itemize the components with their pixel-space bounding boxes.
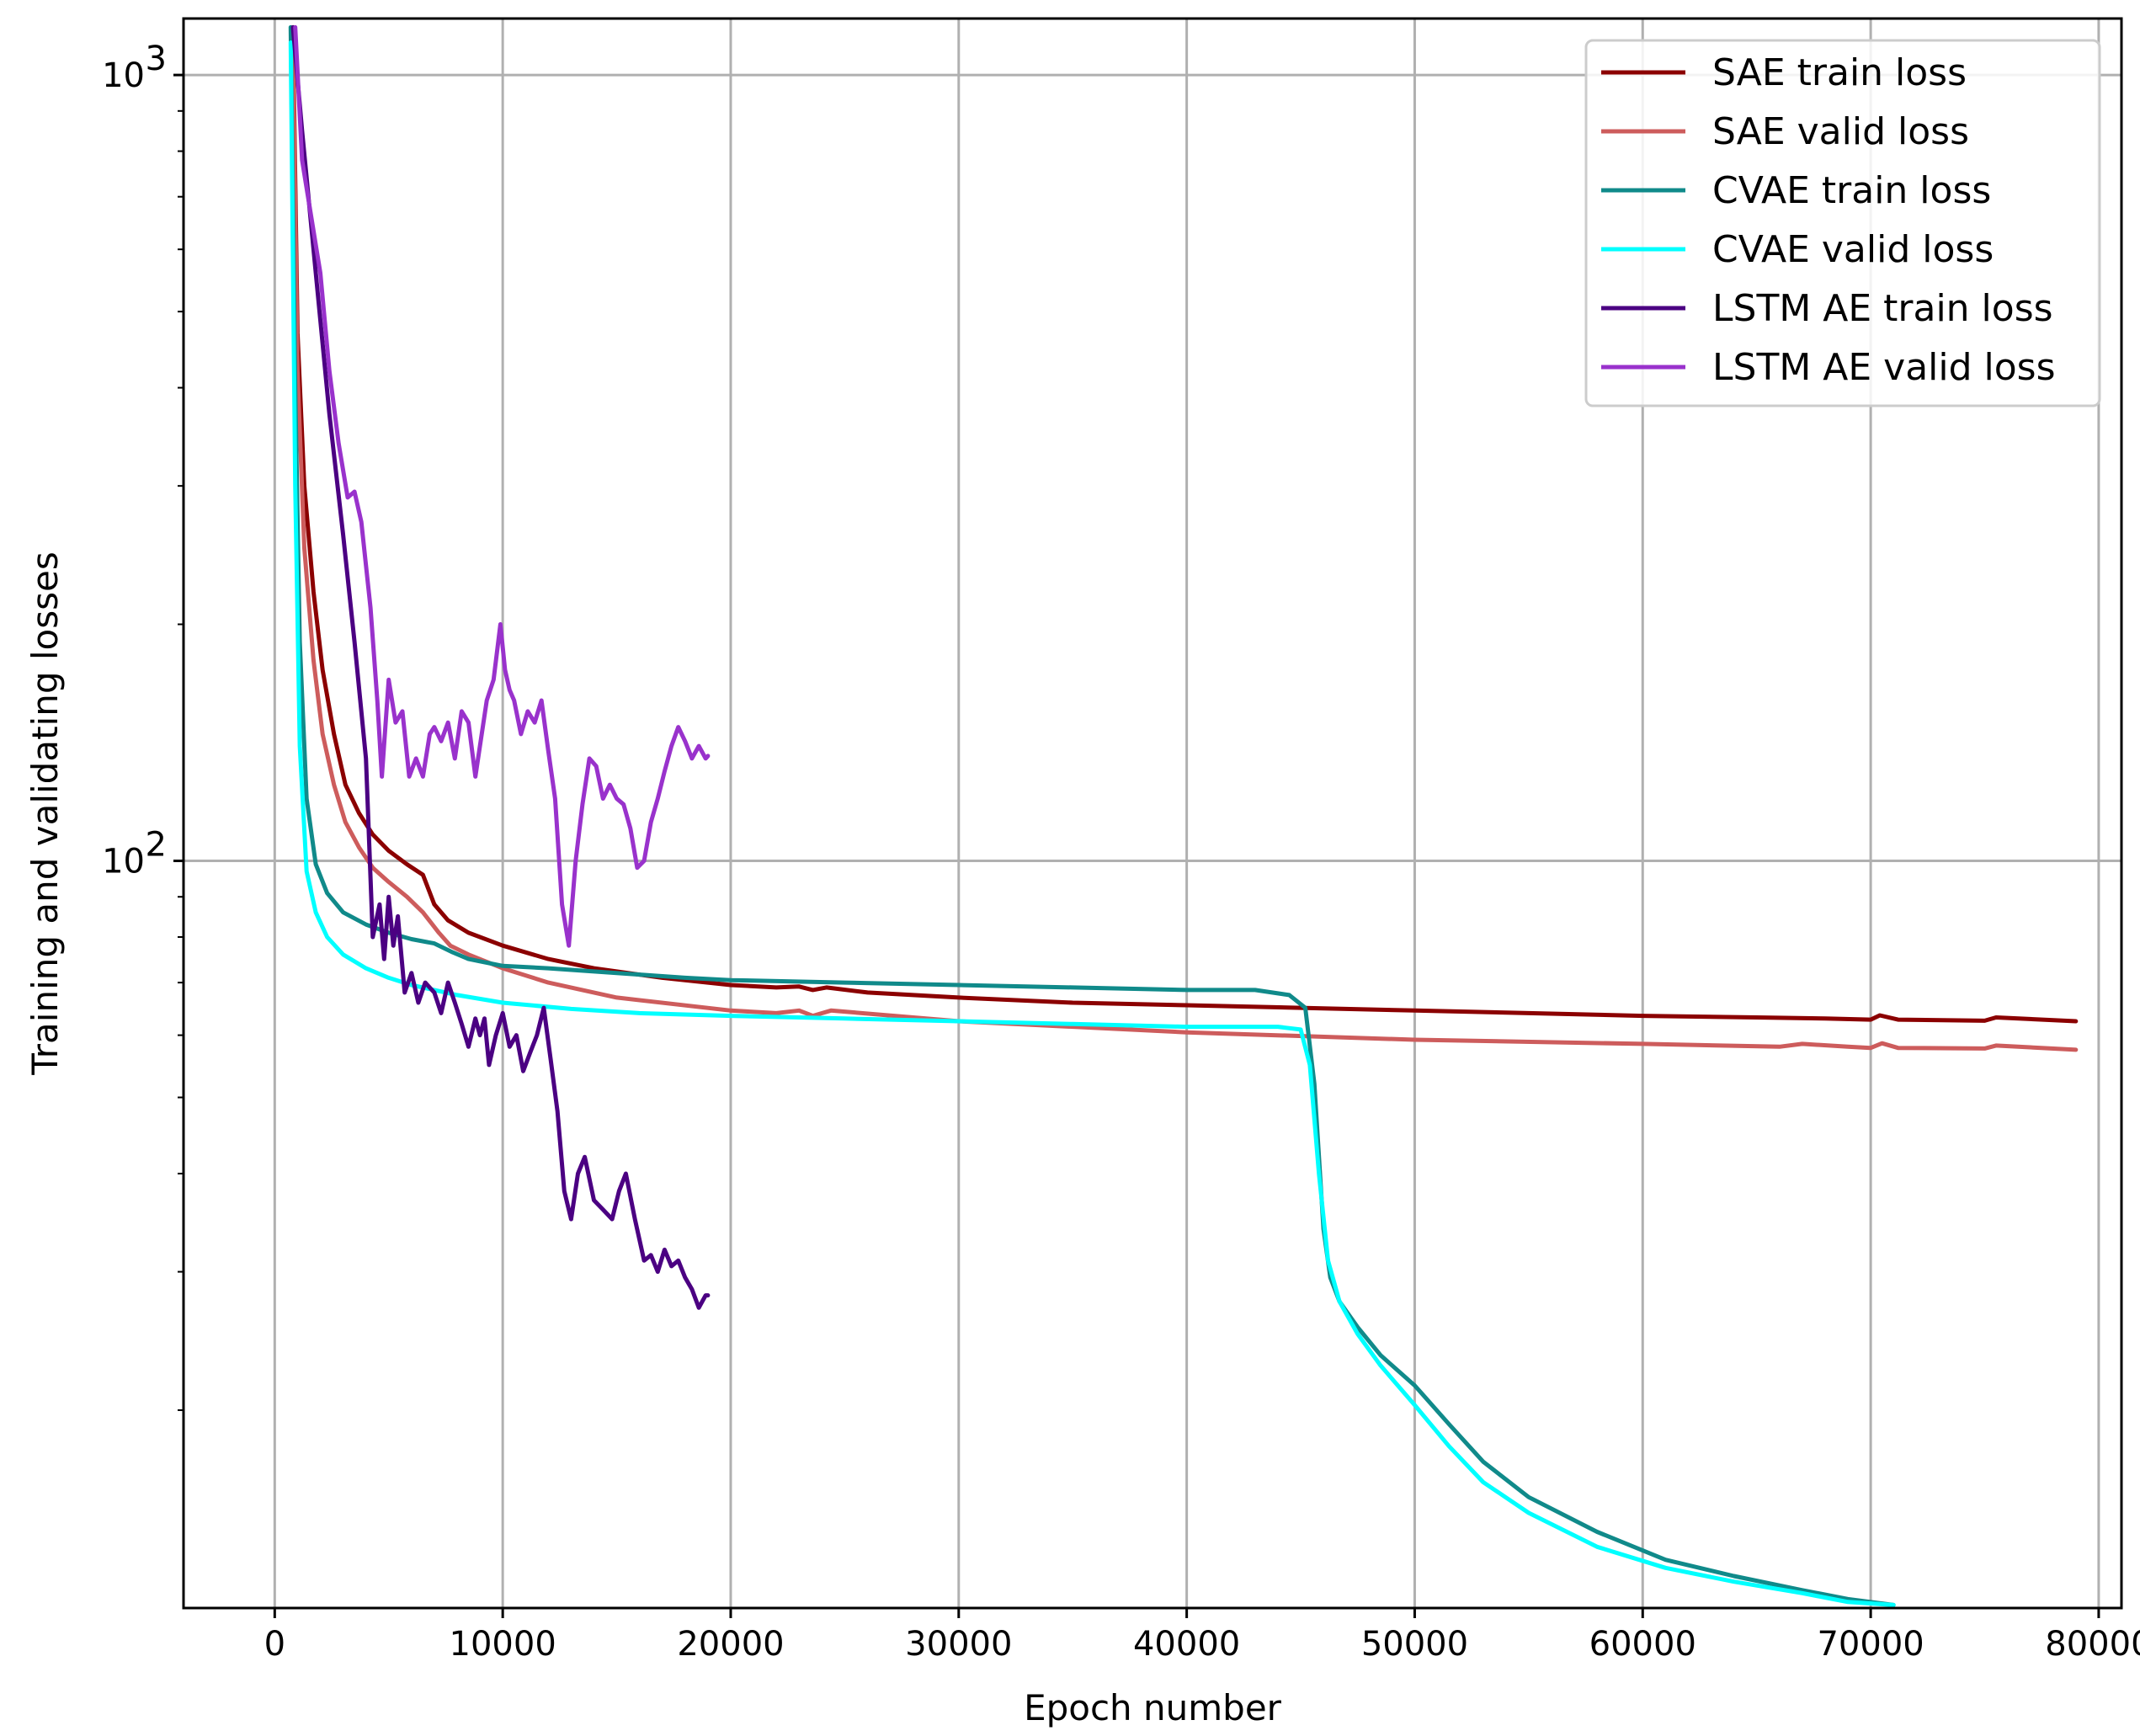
y-tick-label: 10 [102,56,145,95]
legend-label: SAE train loss [1712,51,1967,94]
series-line-lstm-ae-valid-loss [293,24,711,948]
y-tick-exponent: 3 [146,40,167,78]
x-tick-label: 80000 [2045,1625,2140,1664]
x-tick-label: 50000 [1361,1625,1468,1664]
y-tick-label: 10 [102,843,145,881]
series-line-cvae-valid-loss [288,40,1896,1607]
legend-box [1584,39,2101,407]
series-line-cvae-train-loss [288,24,1896,1607]
axis-ticks: 0 10000 20000 30000 40000 50000 60000 70000 8000… [102,40,2140,1664]
legend-label: LSTM AE valid loss [1712,346,2056,389]
x-axis-label: Epoch number [1024,1687,1282,1728]
plot-frame [182,17,2123,1610]
series-line-lstm-ae-train-loss [290,24,711,1310]
series-line-sae-train-loss [290,24,2079,1024]
y-axis-label: Training and validating losses [24,551,66,1075]
x-tick-label: 0 [264,1625,285,1664]
series-lines [288,24,2079,1607]
x-tick-label: 60000 [1589,1625,1696,1664]
legend-label: SAE valid loss [1712,110,1969,153]
legend-label: CVAE train loss [1712,169,1991,212]
x-tick-label: 70000 [1817,1625,1924,1664]
x-tick-label: 20000 [677,1625,784,1664]
legend: SAE train loss SAE valid loss CVAE train l… [1584,39,2101,407]
x-tick-label: 40000 [1133,1625,1240,1664]
x-tick-label: 30000 [905,1625,1012,1664]
y-tick-exponent: 2 [146,826,167,865]
x-tick-label: 10000 [450,1625,556,1664]
legend-label: CVAE valid loss [1712,228,1994,271]
legend-label: LSTM AE train loss [1712,287,2053,330]
series-line-sae-valid-loss [290,40,2079,1052]
